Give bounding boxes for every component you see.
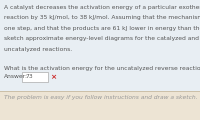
Text: Answer:: Answer:: [4, 74, 28, 79]
Text: uncatalyzed reactions.: uncatalyzed reactions.: [4, 47, 72, 52]
Text: The problem is easy if you follow instructions and draw a sketch.: The problem is easy if you follow instru…: [4, 95, 197, 100]
Text: 73: 73: [25, 74, 33, 79]
Bar: [0, 91, 200, 120]
Text: ×: ×: [50, 74, 56, 80]
FancyBboxPatch shape: [22, 72, 48, 82]
Text: What is the activation energy for the uncatalyzed reverse reaction?: What is the activation energy for the un…: [4, 66, 200, 71]
Text: A catalyst decreases the activation energy of a particular exothermic: A catalyst decreases the activation ener…: [4, 5, 200, 10]
Text: one step, and that the products are 61 kJ lower in energy than the reactants,: one step, and that the products are 61 k…: [4, 26, 200, 31]
Text: sketch approximate energy-level diagrams for the catalyzed and: sketch approximate energy-level diagrams…: [4, 36, 199, 42]
Text: reaction by 35 kJ/mol, to 38 kJ/mol. Assuming that the mechanism has only: reaction by 35 kJ/mol, to 38 kJ/mol. Ass…: [4, 15, 200, 20]
